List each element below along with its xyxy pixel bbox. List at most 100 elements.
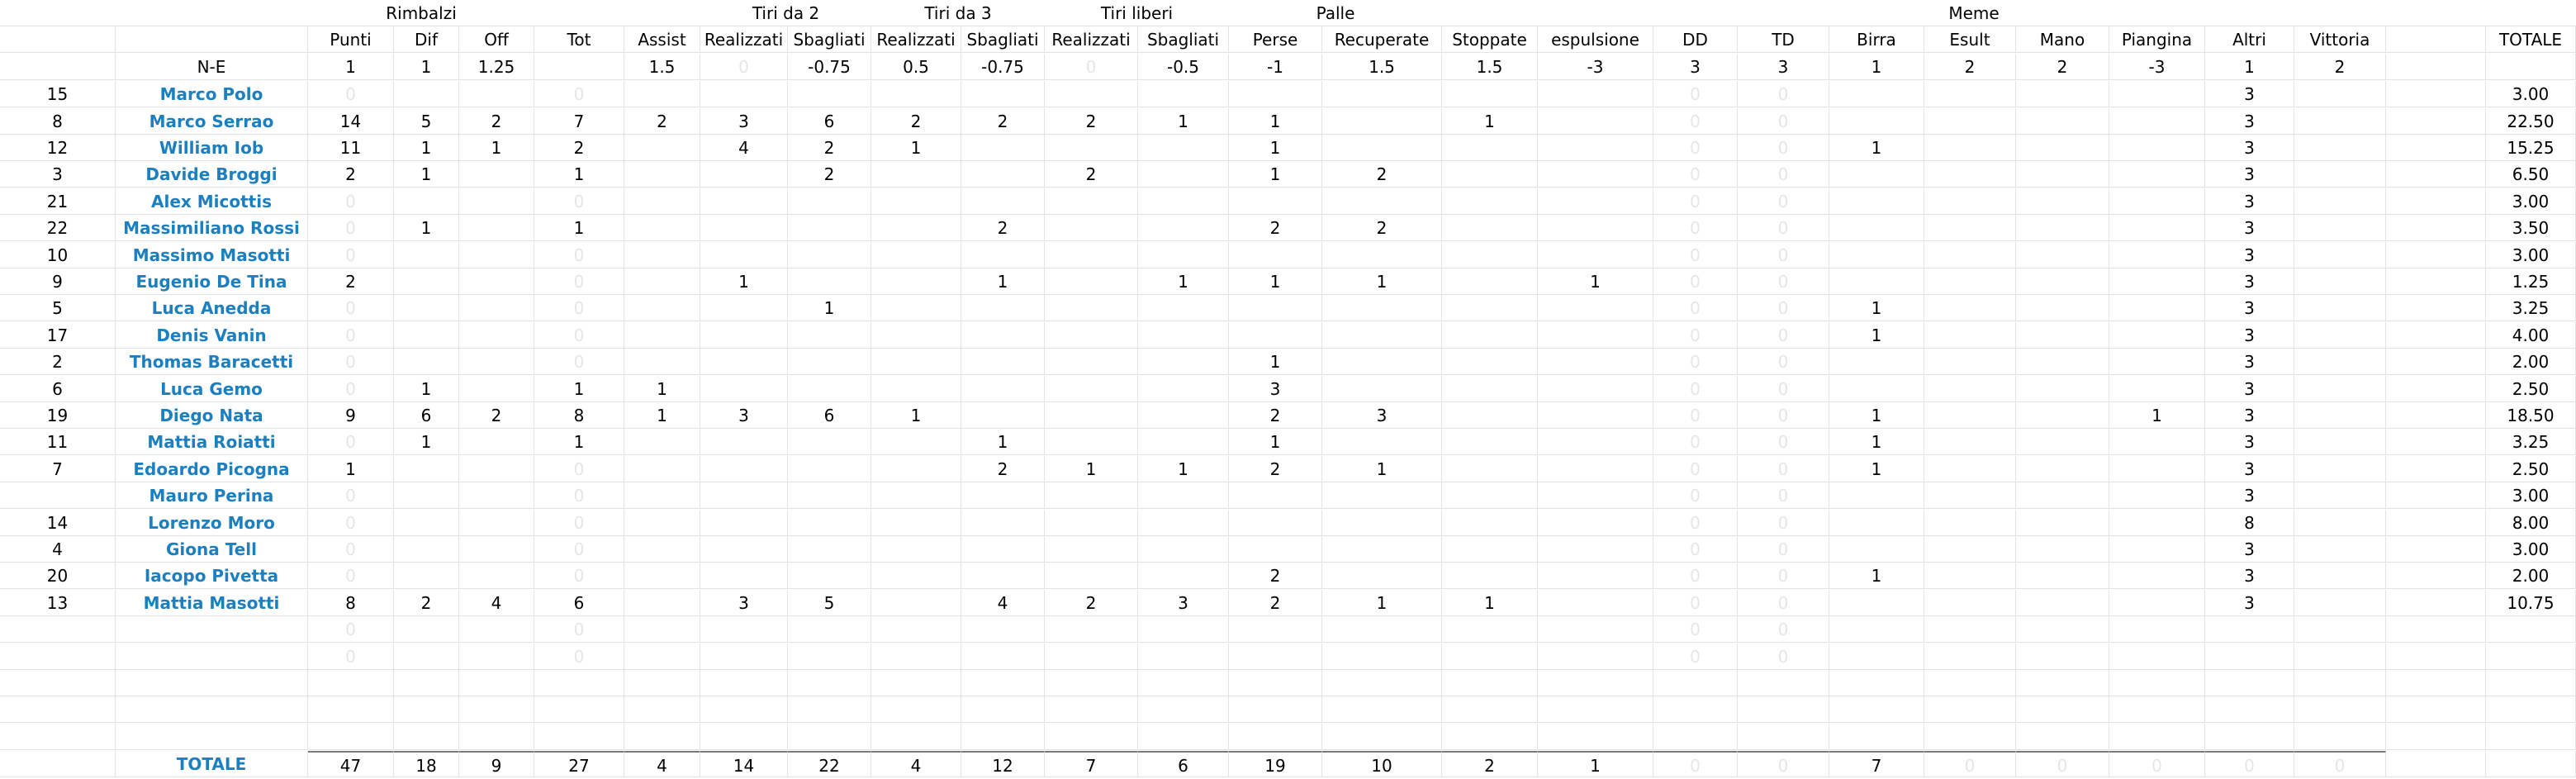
cell[interactable]: 0 [534, 188, 624, 215]
cell[interactable] [624, 670, 700, 696]
cell[interactable]: 8 [2205, 509, 2294, 536]
cell[interactable] [1045, 349, 1138, 376]
cell[interactable] [116, 0, 308, 26]
cell[interactable] [394, 455, 459, 482]
cell[interactable] [0, 616, 116, 644]
cell[interactable]: 1 [1229, 107, 1322, 135]
cell[interactable] [871, 589, 961, 616]
cell[interactable] [1045, 241, 1138, 268]
cell[interactable] [1538, 161, 1653, 188]
cell[interactable] [871, 482, 961, 510]
cell[interactable] [1138, 402, 1229, 429]
cell[interactable] [2109, 643, 2205, 670]
cell[interactable] [624, 135, 700, 161]
cell[interactable]: 0 [1738, 81, 1829, 108]
cell[interactable]: 1 [961, 429, 1045, 456]
cell[interactable] [1538, 215, 1653, 242]
cell[interactable] [2109, 563, 2205, 590]
player-name[interactable]: Diego Nata [116, 402, 308, 429]
cell[interactable] [624, 295, 700, 322]
cell[interactable] [1138, 563, 1229, 590]
cell[interactable] [1322, 241, 1442, 268]
cell[interactable]: 4 [700, 135, 788, 161]
cell[interactable] [2294, 107, 2386, 135]
player-number[interactable]: 9 [0, 268, 116, 295]
player-number[interactable]: 5 [0, 295, 116, 322]
cell[interactable] [1442, 161, 1538, 188]
cell[interactable] [1045, 188, 1138, 215]
cell[interactable] [700, 455, 788, 482]
cell[interactable] [871, 670, 961, 696]
cell[interactable]: 2 [534, 135, 624, 161]
cell[interactable] [2016, 188, 2109, 215]
cell[interactable] [1138, 241, 1229, 268]
cell[interactable] [1138, 349, 1229, 376]
cell[interactable] [788, 563, 871, 590]
cell[interactable]: 0 [1653, 402, 1738, 429]
cell[interactable]: 1 [308, 455, 394, 482]
cell[interactable] [788, 321, 871, 349]
cell[interactable] [459, 509, 534, 536]
total-cell[interactable] [2386, 751, 2486, 778]
weight-cell[interactable] [2486, 53, 2576, 80]
cell[interactable] [788, 509, 871, 536]
cell[interactable] [1829, 643, 1924, 670]
cell[interactable] [1538, 723, 1653, 750]
cell[interactable] [1229, 188, 1322, 215]
cell[interactable] [1829, 723, 1924, 750]
cell[interactable] [1322, 349, 1442, 376]
player-total[interactable]: 1.25 [2486, 268, 2576, 295]
total-cell[interactable]: 22 [788, 751, 871, 778]
cell[interactable] [2294, 375, 2386, 402]
cell[interactable] [2294, 563, 2386, 590]
cell[interactable]: 2 [624, 107, 700, 135]
cell[interactable]: 0 [1738, 589, 1829, 616]
player-number[interactable]: 19 [0, 402, 116, 429]
cell[interactable] [1045, 536, 1138, 563]
cell[interactable] [2016, 482, 2109, 510]
cell[interactable] [1138, 161, 1229, 188]
cell[interactable] [2016, 455, 2109, 482]
column-header[interactable]: Realizzati [1045, 26, 1138, 54]
cell[interactable] [1829, 268, 1924, 295]
cell[interactable] [1442, 723, 1538, 750]
cell[interactable]: 0 [308, 241, 394, 268]
cell[interactable] [1138, 723, 1229, 750]
cell[interactable] [2205, 696, 2294, 724]
cell[interactable] [624, 429, 700, 456]
cell[interactable] [1138, 429, 1229, 456]
player-number[interactable]: 4 [0, 536, 116, 563]
column-header[interactable]: Altri [2205, 26, 2294, 54]
cell[interactable]: 3 [2205, 188, 2294, 215]
cell[interactable] [1829, 509, 1924, 536]
cell[interactable] [2294, 188, 2386, 215]
cell[interactable] [459, 215, 534, 242]
cell[interactable] [1442, 375, 1538, 402]
cell[interactable] [1924, 643, 2016, 670]
cell[interactable]: 1 [394, 161, 459, 188]
cell[interactable] [1229, 0, 1322, 26]
cell[interactable]: 0 [1653, 135, 1738, 161]
cell[interactable] [788, 482, 871, 510]
cell[interactable] [871, 563, 961, 590]
cell[interactable] [394, 295, 459, 322]
cell[interactable] [534, 696, 624, 724]
cell[interactable] [961, 723, 1045, 750]
cell[interactable]: 3 [2205, 455, 2294, 482]
cell[interactable]: 1 [2109, 402, 2205, 429]
player-total[interactable]: 8.00 [2486, 509, 2576, 536]
cell[interactable] [961, 643, 1045, 670]
cell[interactable] [2294, 215, 2386, 242]
cell[interactable] [1229, 241, 1322, 268]
player-total[interactable]: 3.50 [2486, 215, 2576, 242]
column-header[interactable]: Piangina [2109, 26, 2205, 54]
weight-cell[interactable]: 1 [308, 53, 394, 80]
cell[interactable]: 6 [394, 402, 459, 429]
cell[interactable] [1229, 723, 1322, 750]
weight-cell[interactable]: 1.5 [1442, 53, 1538, 80]
cell[interactable] [2016, 696, 2109, 724]
cell[interactable] [1829, 215, 1924, 242]
weight-cell[interactable]: 2 [1924, 53, 2016, 80]
player-name[interactable]: Luca Gemo [116, 375, 308, 402]
cell[interactable] [624, 81, 700, 108]
